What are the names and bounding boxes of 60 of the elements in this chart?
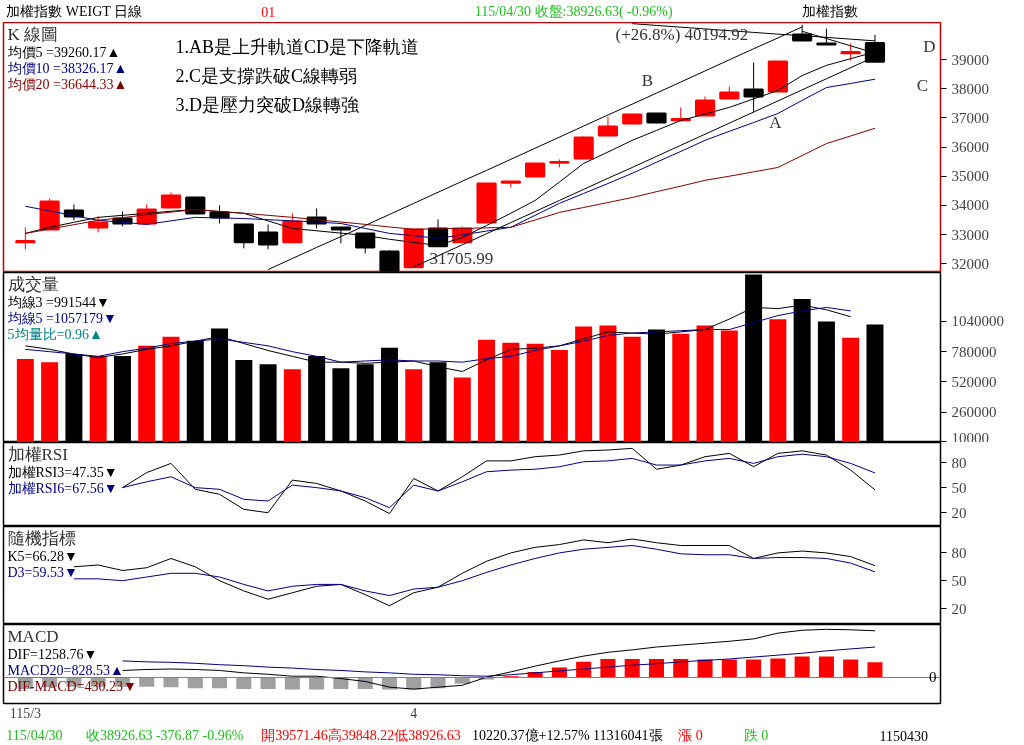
series-label: D3=59.53▼	[7, 564, 78, 580]
y-tick-label: 260000	[951, 404, 997, 421]
series-label: 均線5 =1057179▼	[6, 310, 117, 326]
series-label: K5=66.28▼	[7, 548, 78, 564]
x-tick-label: 115/3	[9, 705, 42, 721]
text: 收38926.63 -376.87 -0.96%	[85, 728, 244, 743]
annotation: 2.C是支撐跌破C線轉弱	[175, 65, 358, 86]
text: 01	[261, 4, 276, 20]
text: 漲 0	[678, 728, 703, 743]
y-tick-label: 20	[951, 600, 967, 617]
y-tick-label: 37000	[951, 109, 989, 126]
y-tick-label: 36000	[951, 139, 989, 156]
text: 均價10 =38326.17▲	[6, 60, 128, 76]
y-tick-label: 1040000	[951, 313, 1004, 330]
annotation: 1.AB是上升軌道CD是下降軌道	[175, 36, 420, 57]
chart-title: K 線圖	[7, 24, 59, 44]
chart-title: MACD	[7, 626, 59, 646]
annotation: 31705.99	[429, 249, 494, 268]
text: 開39571.46高39848.22低38926.63	[261, 728, 461, 743]
text: 均線3 =991544▼	[6, 294, 110, 310]
y-tick-label: 780000	[951, 343, 997, 360]
text: 均價5 =39260.17▲	[6, 44, 121, 60]
text: 跌 0	[743, 728, 769, 743]
annotation: 5均量比=0.96▲	[7, 326, 103, 342]
y-tick-label: 33000	[951, 226, 989, 243]
text: D	[923, 37, 936, 56]
y-tick-label: 50	[951, 479, 967, 496]
x-tick-label: 4	[410, 705, 418, 721]
text: 加權指數	[801, 4, 858, 19]
text: 加權指數 WEIGT 日線	[6, 4, 143, 19]
series-label: MACD20=828.53▲	[7, 662, 124, 678]
y-tick-label: 520000	[951, 373, 997, 390]
text: 115/04/30 收盤:38926.63( -0.96%)	[474, 4, 673, 20]
annotation: 3.D是壓力突破D線轉強	[175, 94, 359, 115]
y-tick-label: 10000	[951, 429, 989, 446]
y-tick-label: 80	[951, 544, 967, 561]
chart-title: 隨機指標	[7, 528, 76, 548]
y-tick-label: 35000	[951, 168, 989, 185]
text: 115/04/30	[6, 728, 63, 743]
y-tick-label: 20	[951, 504, 967, 521]
text: 0	[929, 669, 937, 686]
y-tick-label: 32000	[951, 255, 989, 272]
annotation: B	[641, 71, 654, 90]
text: 均價20 =36644.33▲	[6, 76, 128, 92]
annotation: A	[769, 113, 783, 132]
y-tick-label: 50	[951, 572, 967, 589]
series-label: 加權RSI6=67.56▼	[7, 480, 118, 496]
series-label: DIF=1258.76▼	[7, 646, 98, 662]
y-tick-label: 38000	[951, 80, 989, 97]
series-label: DIF-MACD=430.23▼	[7, 678, 137, 694]
chart-title: 加權RSI	[7, 444, 69, 464]
text: C	[916, 76, 929, 95]
y-tick-label: 39000	[951, 51, 989, 68]
y-tick-label: 80	[951, 454, 967, 471]
chart-title: 成交量	[7, 274, 59, 294]
text: 10220.37億+12.57% 11316041張	[472, 728, 663, 743]
text: 1150430	[879, 728, 929, 744]
series-label: 加權RSI3=47.35▼	[7, 464, 118, 480]
y-tick-label: 34000	[951, 197, 989, 214]
annotation: (+26.8%) 40194.92	[615, 25, 749, 44]
